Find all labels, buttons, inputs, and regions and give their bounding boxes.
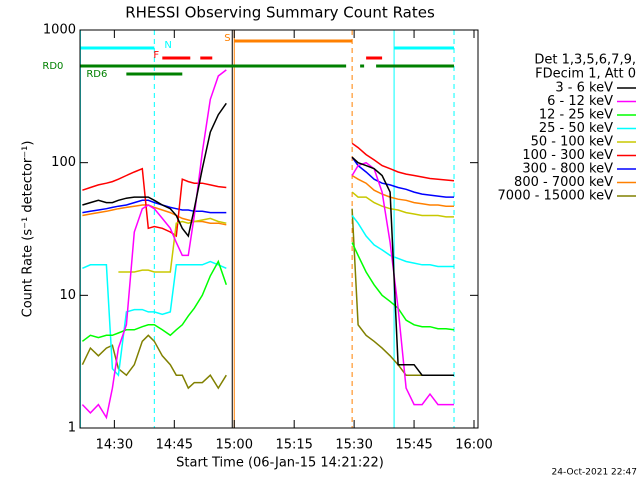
series-line	[82, 102, 454, 376]
x-tick-label: 14:30	[96, 438, 133, 453]
legend-title: FDecim 1, Att 0	[535, 67, 636, 82]
x-tick-label: 14:45	[156, 438, 193, 453]
x-axis-label: Start Time (06-Jan-15 14:21:22)	[176, 456, 384, 471]
legend-label: 300 - 800 keV	[522, 162, 613, 177]
legend-label: 7000 - 15000 keV	[498, 189, 614, 204]
legend-label: 50 - 100 keV	[531, 135, 614, 150]
series-line	[82, 174, 454, 226]
series-line	[82, 156, 454, 214]
y-tick-label: 100	[51, 155, 76, 170]
x-tick-label: 15:15	[275, 438, 312, 453]
series-line	[82, 215, 454, 377]
x-tick-label: 15:30	[335, 438, 372, 453]
y-tick-label: 1000	[43, 23, 76, 38]
y-tick-label: 10	[59, 288, 76, 303]
legend-label: 100 - 300 keV	[522, 148, 613, 163]
x-tick-label: 15:45	[395, 438, 432, 453]
plot-frame	[79, 29, 479, 429]
flag-label: F	[153, 50, 159, 61]
x-tick-label: 15:00	[216, 438, 253, 453]
series-line	[81, 69, 454, 420]
legend-label: 3 - 6 keV	[555, 81, 613, 96]
legend-label: 6 - 12 keV	[547, 94, 613, 109]
flag-label: S	[224, 33, 230, 44]
y-tick-label: 1	[68, 421, 76, 436]
legend-label: 25 - 50 keV	[539, 121, 613, 136]
legend-label: 12 - 25 keV	[539, 108, 613, 123]
legend-label: 800 - 7000 keV	[514, 175, 613, 190]
y-axis-label: Count Rate (s⁻¹ detector⁻¹)	[21, 141, 36, 318]
chart-title: RHESSI Observing Summary Count Rates	[125, 4, 435, 22]
series-line	[118, 191, 454, 273]
footer: 24-Oct-2021 22:47	[552, 468, 637, 478]
flag-label: RD6	[86, 69, 107, 80]
flag-label: N	[164, 40, 171, 51]
legend-title: Det 1,3,5,6,7,9,	[534, 53, 636, 68]
flag-label: RD0	[42, 61, 63, 72]
x-tick-label: 16:00	[455, 438, 492, 453]
series-line	[81, 242, 455, 342]
